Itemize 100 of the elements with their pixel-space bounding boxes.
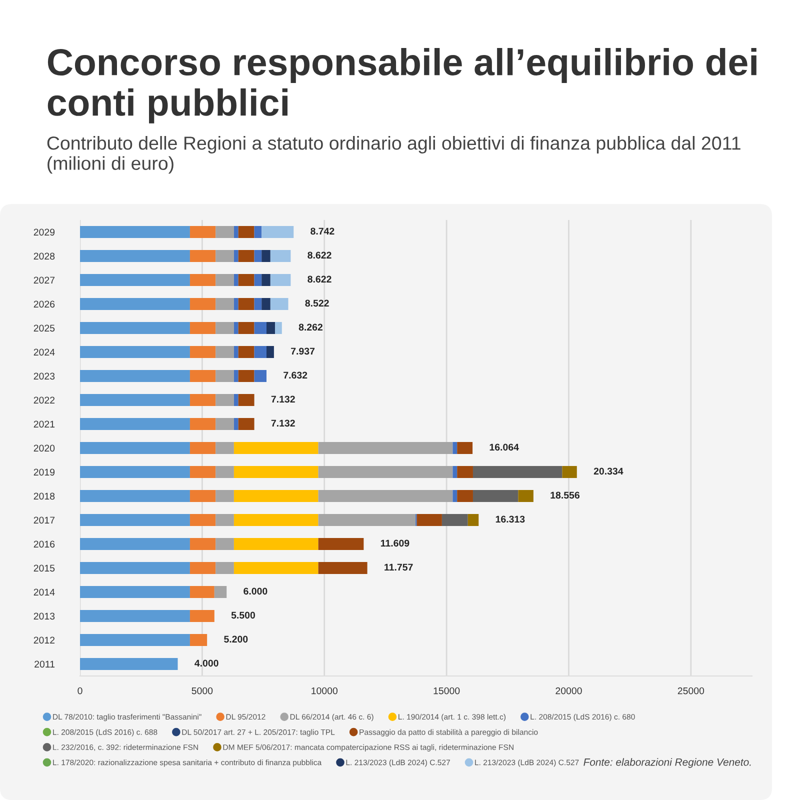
bar — [262, 298, 270, 310]
bar — [80, 370, 190, 382]
bar — [80, 418, 190, 430]
total-label: 11.757 — [384, 564, 413, 571]
y-tick-label: 2026 — [34, 300, 55, 308]
bar — [216, 274, 234, 286]
bar — [190, 226, 216, 238]
bar — [190, 634, 208, 646]
bar — [518, 490, 534, 502]
bar — [190, 274, 216, 286]
bar — [190, 346, 216, 358]
bar — [80, 442, 190, 454]
bar — [190, 490, 216, 502]
bar — [275, 322, 282, 334]
bar — [216, 298, 234, 310]
y-tick-label: 2015 — [34, 564, 55, 572]
bar — [216, 490, 234, 502]
bar — [234, 346, 238, 358]
bar — [266, 346, 274, 358]
bar — [238, 394, 254, 406]
total-label: 5.500 — [231, 612, 255, 619]
total-label: 8.742 — [310, 228, 334, 235]
x-tick-label: 15000 — [434, 687, 460, 694]
x-tick-label: 25000 — [678, 687, 704, 694]
bar — [318, 514, 416, 526]
bar — [468, 514, 479, 526]
bar — [80, 346, 190, 358]
total-label: 16.064 — [490, 444, 519, 451]
total-label: 6.000 — [244, 588, 268, 595]
y-tick-label: 2016 — [34, 540, 55, 548]
bar — [452, 442, 458, 454]
bar — [80, 394, 190, 406]
bar — [190, 538, 216, 550]
bar — [216, 538, 234, 550]
bar — [238, 322, 254, 334]
bar — [80, 490, 190, 502]
bar — [472, 466, 562, 478]
total-label: 11.609 — [380, 540, 410, 547]
bar — [472, 490, 518, 502]
y-tick-label: 2021 — [34, 420, 55, 428]
bar — [234, 490, 318, 502]
source-note: Fonte: elaborazioni Regione Veneto. — [584, 758, 751, 768]
bar — [80, 250, 190, 262]
bar — [562, 466, 577, 478]
bar — [190, 610, 214, 622]
bar — [216, 466, 234, 478]
bar — [216, 322, 234, 334]
bar — [190, 322, 216, 334]
bar — [254, 322, 266, 334]
y-tick-label: 2023 — [34, 372, 55, 380]
total-label: 5.200 — [224, 636, 248, 643]
total-label: 7.632 — [284, 372, 308, 379]
bar — [457, 442, 473, 454]
bar — [254, 298, 262, 310]
y-tick-label: 2019 — [34, 468, 55, 476]
bar — [234, 322, 238, 334]
total-label: 4.000 — [194, 660, 218, 667]
bar — [216, 346, 234, 358]
bar — [80, 562, 190, 574]
y-tick-label: 2028 — [34, 252, 55, 260]
bar — [452, 490, 458, 502]
bar — [238, 226, 254, 238]
bar — [216, 442, 234, 454]
bar — [80, 538, 190, 550]
y-tick-label: 2020 — [34, 444, 55, 452]
bar — [266, 322, 276, 334]
bar — [234, 562, 318, 574]
bar — [234, 274, 238, 286]
bar — [216, 394, 234, 406]
bar — [318, 490, 453, 502]
bar — [80, 658, 178, 670]
bar — [80, 322, 190, 334]
bar — [234, 418, 238, 430]
bar — [238, 274, 254, 286]
bar — [318, 562, 368, 574]
bar — [238, 346, 254, 358]
bar — [214, 586, 227, 598]
bar — [254, 226, 262, 238]
y-tick-label: 2027 — [34, 276, 55, 284]
x-tick-label: 0 — [78, 687, 82, 694]
bar — [254, 274, 262, 286]
bar — [190, 394, 216, 406]
total-label: 18.556 — [550, 492, 580, 499]
total-label: 8.622 — [308, 276, 332, 283]
bar — [270, 298, 288, 310]
bar — [80, 466, 190, 478]
x-tick-label: 10000 — [312, 687, 338, 694]
bar — [190, 514, 216, 526]
total-label: 8.262 — [298, 324, 322, 331]
bar — [262, 250, 270, 262]
bar — [238, 418, 254, 430]
bar — [254, 250, 262, 262]
bar — [190, 370, 216, 382]
total-label: 8.522 — [305, 300, 329, 307]
bar — [234, 298, 238, 310]
bar — [254, 346, 266, 358]
bar — [80, 298, 190, 310]
bar — [190, 442, 216, 454]
bar — [234, 394, 238, 406]
bar — [234, 514, 318, 526]
